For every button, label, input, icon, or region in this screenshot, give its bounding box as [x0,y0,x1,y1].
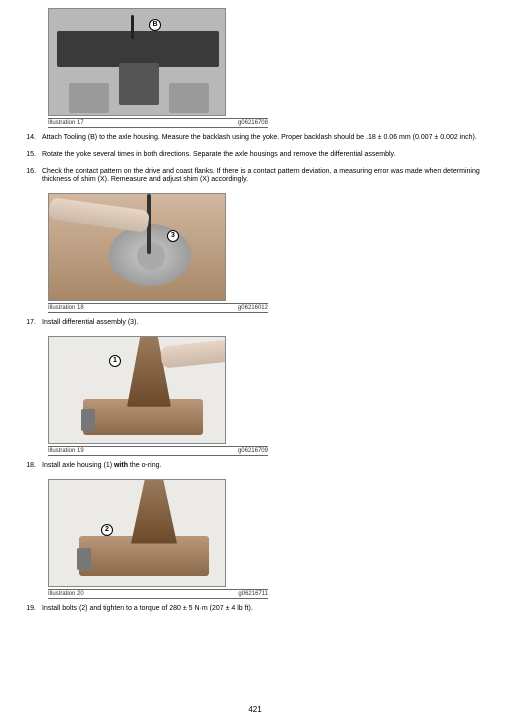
illustration-label: Illustration 17 [48,120,84,126]
rule [48,127,268,128]
figure-17-image: B [48,8,226,116]
rule [48,455,268,456]
step-17: 17. Install differential assembly (3). [12,319,498,328]
figure-18: 3 [48,193,498,301]
page-number: 421 [0,705,510,714]
step-number: 17. [12,319,36,328]
figure-20-image: 2 [48,479,226,587]
step-list: 17. Install differential assembly (3). [12,319,498,328]
figure-18-caption: Illustration 18 g06216012 [48,305,268,312]
rule [48,118,268,119]
rule [48,598,268,599]
step-text: Install bolts (2) and tighten to a torqu… [42,605,498,614]
step-number: 19. [12,605,36,614]
figure-17-caption: Illustration 17 g06216708 [48,120,268,127]
step-list: 19. Install bolts (2) and tighten to a t… [12,605,498,614]
illustration-code: g06216709 [238,448,268,454]
step-list: 18. Install axle housing (1) with the o-… [12,462,498,471]
illustration-label: Illustration 20 [48,591,84,597]
step-text: Attach Tooling (B) to the axle housing. … [42,134,498,143]
step-text: Rotate the yoke several times in both di… [42,151,498,160]
step-list: 14. Attach Tooling (B) to the axle housi… [12,134,498,185]
figure-20: 2 [48,479,498,587]
step-16: 16. Check the contact pattern on the dri… [12,168,498,186]
illustration-label: Illustration 18 [48,305,84,311]
step-number: 18. [12,462,36,471]
callout-3: 3 [167,230,179,242]
step-number: 16. [12,168,36,186]
step-number: 14. [12,134,36,143]
rule [48,312,268,313]
illustration-code: g06216711 [238,591,268,597]
figure-20-caption: Illustration 20 g06216711 [48,591,268,598]
illustration-code: g06216012 [238,305,268,311]
step-text: Install axle housing (1) with the o-ring… [42,462,498,471]
figure-19: 1 [48,336,498,444]
step-18-bold: with [114,462,128,469]
figure-18-image: 3 [48,193,226,301]
step-18: 18. Install axle housing (1) with the o-… [12,462,498,471]
callout-b: B [149,19,161,31]
figure-17: B [48,8,498,116]
step-14: 14. Attach Tooling (B) to the axle housi… [12,134,498,143]
figure-19-image: 1 [48,336,226,444]
step-number: 15. [12,151,36,160]
step-15: 15. Rotate the yoke several times in bot… [12,151,498,160]
rule [48,446,268,447]
step-text: Install differential assembly (3). [42,319,498,328]
callout-1: 1 [109,355,121,367]
step-19: 19. Install bolts (2) and tighten to a t… [12,605,498,614]
step-18-pre: Install axle housing (1) [42,462,114,469]
rule [48,589,268,590]
step-text: Check the contact pattern on the drive a… [42,168,498,186]
rule [48,303,268,304]
step-18-post: the o-ring. [128,462,161,469]
figure-19-caption: Illustration 19 g06216709 [48,448,268,455]
illustration-label: Illustration 19 [48,448,84,454]
illustration-code: g06216708 [238,120,268,126]
callout-2: 2 [101,524,113,536]
